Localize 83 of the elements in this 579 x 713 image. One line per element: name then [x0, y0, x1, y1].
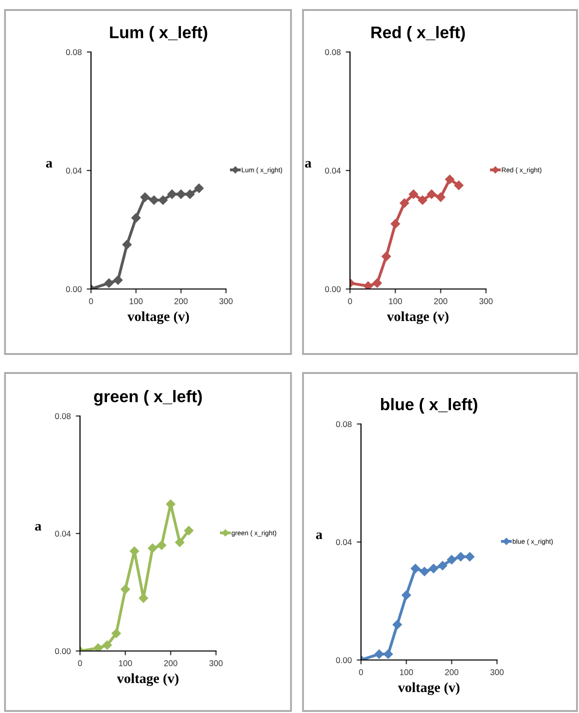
point — [456, 552, 466, 562]
point — [112, 628, 121, 638]
chart-title: blue ( x_left) — [381, 398, 478, 414]
point — [445, 174, 454, 184]
point — [384, 649, 393, 659]
y-tick-label: 0.00 — [55, 648, 71, 654]
y-tick-label: 0.08 — [66, 49, 82, 56]
x-tick-label: 200 — [174, 298, 188, 304]
y-tick-label: 0.00 — [66, 286, 82, 292]
point — [120, 584, 130, 594]
y-tick-label: 0.00 — [336, 657, 352, 664]
point — [374, 649, 384, 659]
point — [420, 566, 430, 576]
point — [410, 564, 420, 574]
point — [400, 198, 410, 208]
y-axis-title: a — [35, 524, 42, 531]
x-tick-label: 200 — [445, 669, 458, 676]
y-axis-title: a — [305, 161, 312, 168]
x-tick-label: 0 — [348, 298, 352, 304]
point — [436, 192, 446, 202]
x-tick-label: 200 — [164, 660, 178, 666]
point — [102, 640, 112, 650]
point — [140, 192, 150, 202]
x-tick-label: 300 — [490, 669, 504, 676]
x-axis-title: voltage (v) — [398, 682, 460, 696]
point — [175, 538, 184, 547]
x-tick-label: 0 — [89, 298, 93, 304]
y-tick-label: 0.04 — [325, 168, 341, 174]
point — [428, 564, 438, 574]
point — [364, 281, 373, 289]
chart-title: Lum ( x_left) — [110, 26, 208, 42]
x-tick-label: 300 — [209, 660, 223, 666]
point — [185, 190, 195, 199]
point — [184, 526, 194, 536]
y-tick-label: 0.08 — [336, 421, 352, 428]
point — [176, 190, 186, 199]
y-tick-label: 0.08 — [55, 413, 71, 420]
y-tick-label: 0.04 — [66, 168, 82, 174]
point — [372, 278, 382, 288]
point — [454, 180, 464, 190]
point — [138, 594, 148, 603]
x-tick-label: 100 — [389, 298, 402, 304]
point — [465, 552, 474, 562]
point — [104, 278, 114, 288]
point — [94, 643, 103, 651]
point — [158, 196, 168, 205]
y-tick-label: 0.08 — [325, 49, 341, 56]
y-axis-title: a — [46, 161, 52, 168]
x-tick-label: 300 — [219, 298, 233, 304]
x-tick-label: 100 — [130, 298, 143, 304]
point — [148, 544, 158, 553]
point — [392, 620, 402, 630]
x-tick-label: 0 — [359, 669, 363, 676]
x-tick-label: 300 — [479, 298, 493, 304]
x-tick-label: 200 — [434, 298, 448, 304]
point — [402, 590, 411, 600]
point — [438, 560, 448, 570]
point — [149, 196, 159, 205]
point — [390, 219, 400, 228]
point — [167, 190, 177, 199]
point — [194, 184, 204, 193]
x-axis-title: voltage (v) — [127, 311, 189, 324]
point — [418, 196, 428, 205]
point — [426, 190, 436, 199]
point — [113, 275, 123, 285]
x-tick-label: 100 — [400, 669, 413, 676]
point — [130, 546, 140, 556]
point — [382, 252, 391, 262]
y-tick-label: 0.04 — [336, 539, 352, 546]
chart-title: green ( x_left) — [94, 390, 202, 406]
x-tick-label: 100 — [119, 660, 132, 666]
point — [408, 190, 418, 199]
point — [131, 213, 141, 223]
point — [122, 240, 132, 250]
y-axis-title: a — [316, 532, 322, 540]
y-tick-label: 0.00 — [325, 286, 341, 292]
point — [447, 555, 456, 564]
point — [156, 540, 166, 550]
x-axis-title: voltage (v) — [116, 673, 178, 686]
y-tick-label: 0.04 — [55, 530, 71, 537]
x-tick-label: 0 — [78, 660, 82, 666]
x-axis-title: voltage (v) — [386, 311, 448, 324]
chart-title: Red ( x_left) — [371, 26, 465, 42]
